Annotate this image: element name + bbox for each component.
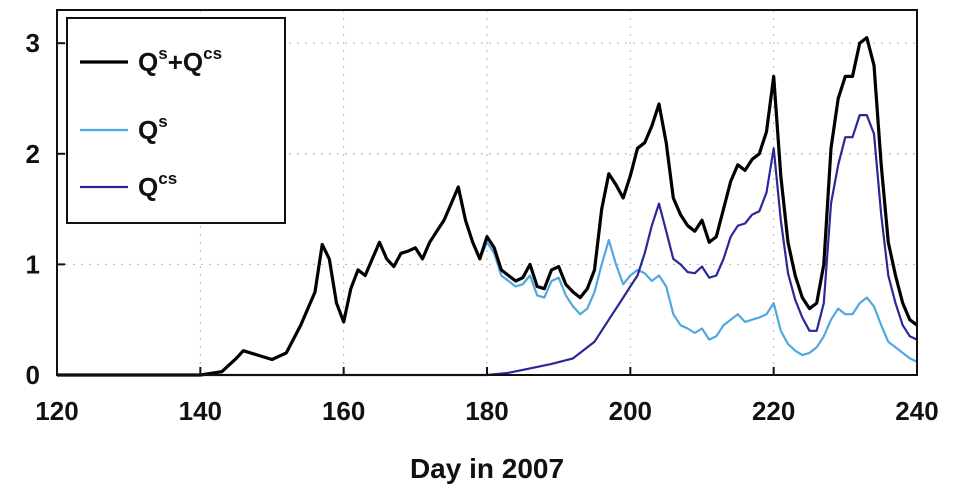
series-line-qcs (57, 114, 918, 377)
legend-label-part: Q (138, 47, 158, 77)
grid-lines (57, 10, 917, 375)
x-tick-label: 200 (609, 396, 652, 426)
legend-label-part: Q (138, 172, 158, 202)
legend-label: Qs (138, 112, 168, 145)
legend-label-sup: cs (203, 44, 222, 63)
x-tick-label: 240 (895, 396, 938, 426)
y-tick-label: 1 (26, 249, 40, 279)
legend-label: Qs+Qcs (138, 44, 222, 77)
x-tick-label: 220 (752, 396, 795, 426)
y-tick-label: 3 (26, 28, 40, 58)
x-tick-label: 120 (35, 396, 78, 426)
legend-label-part: Q (183, 47, 203, 77)
x-tick-label: 140 (179, 396, 222, 426)
y-tick-label: 2 (26, 139, 40, 169)
legend-label-sup: s (158, 112, 167, 131)
legend-box (66, 17, 286, 224)
x-axis-title: Day in 2007 (410, 453, 564, 484)
axis-ticks: 120 140 160 180 200 220 240 0 1 2 3 (26, 28, 939, 426)
legend-label: Qcs (138, 169, 177, 202)
x-tick-label: 180 (465, 396, 508, 426)
legend-label-part: Q (138, 115, 158, 145)
legend-label-sup: s (158, 44, 167, 63)
y-tick-label: 0 (26, 360, 40, 390)
legend-label-part: + (168, 47, 183, 77)
x-tick-label: 160 (322, 396, 365, 426)
legend-label-sup: cs (158, 169, 177, 188)
series-line-qs-qcs (57, 36, 918, 377)
plot-series (57, 36, 918, 377)
